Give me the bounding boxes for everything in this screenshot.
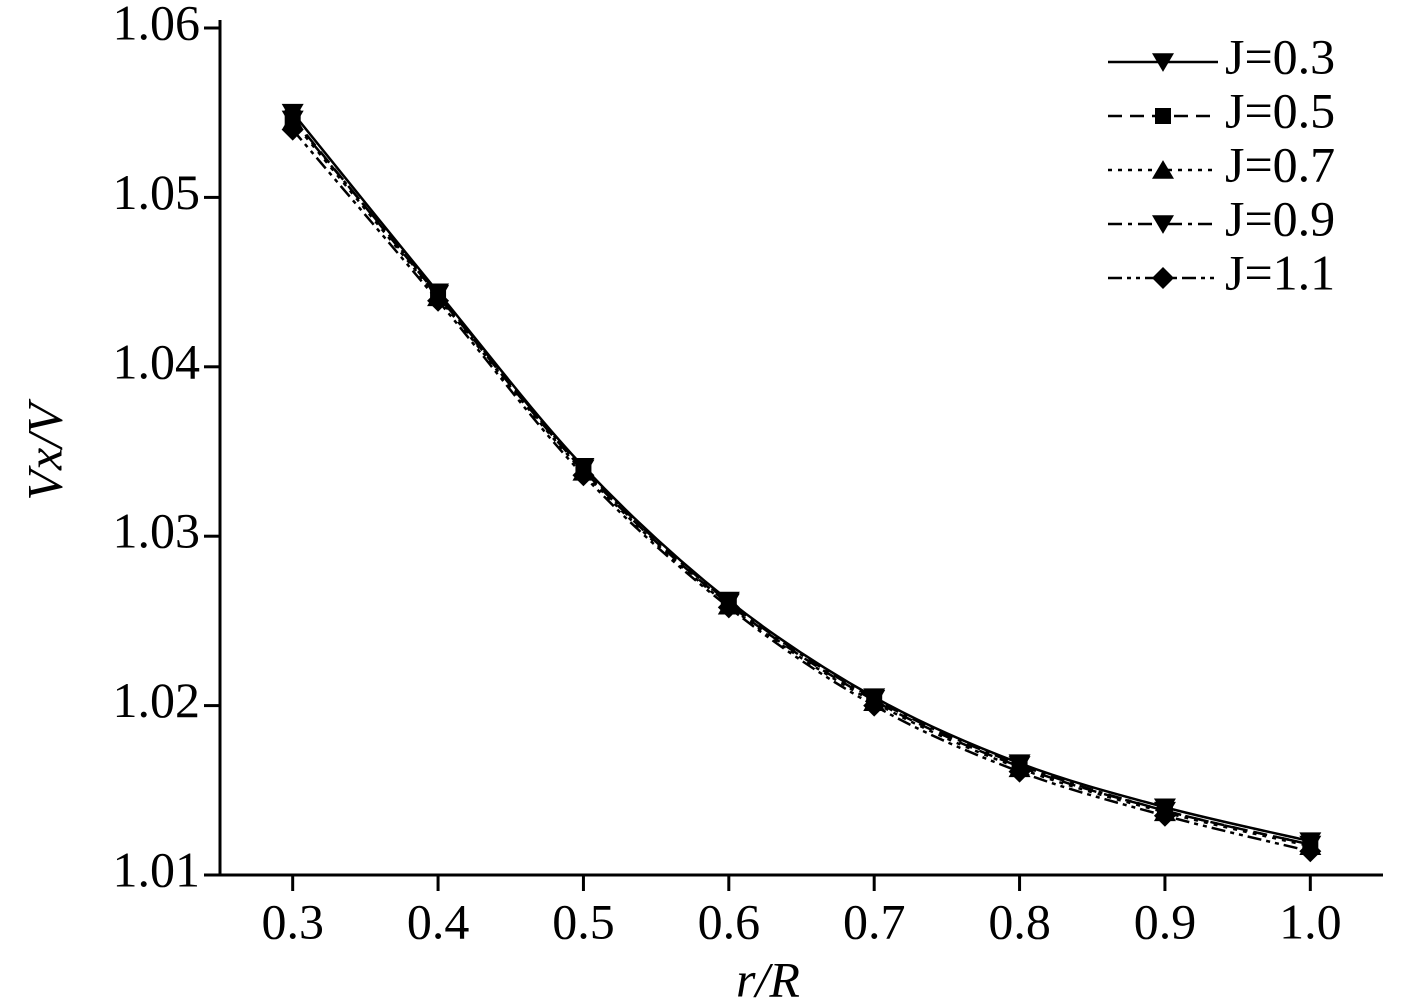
marker [281, 118, 304, 141]
marker [572, 464, 595, 487]
legend-label: J=0.5 [1225, 82, 1335, 138]
legend-label: J=0.3 [1225, 28, 1335, 84]
y-tick-label: 1.03 [113, 503, 201, 559]
series-line [291, 120, 1311, 848]
x-tick-label: 0.6 [698, 893, 761, 949]
x-tick-label: 1.0 [1279, 893, 1342, 949]
series-line [291, 128, 1311, 853]
y-tick-label: 1.01 [113, 841, 201, 897]
y-tick-label: 1.04 [113, 333, 201, 389]
x-tick-label: 0.5 [552, 893, 615, 949]
marker [1152, 215, 1174, 234]
marker [1152, 267, 1174, 289]
marker [1152, 160, 1174, 179]
y-tick-label: 1.02 [113, 672, 201, 728]
marker [1008, 760, 1031, 783]
marker [427, 289, 450, 312]
x-tick-label: 0.8 [988, 893, 1051, 949]
x-tick-label: 0.4 [407, 893, 470, 949]
marker [717, 596, 740, 619]
series-line [291, 116, 1311, 846]
marker [1152, 53, 1174, 72]
x-tick-label: 0.9 [1134, 893, 1197, 949]
marker [1153, 804, 1176, 827]
y-tick-label: 1.06 [113, 0, 201, 50]
legend-label: J=1.1 [1225, 244, 1335, 300]
legend-label: J=0.7 [1225, 136, 1335, 192]
series-line [291, 118, 1311, 846]
x-axis-title: r/R [736, 951, 800, 1004]
x-tick-label: 0.7 [843, 893, 906, 949]
x-tick-label: 0.3 [261, 893, 324, 949]
marker [1155, 108, 1171, 124]
marker [1299, 840, 1322, 863]
legend-label: J=0.9 [1225, 190, 1335, 246]
marker [863, 694, 886, 717]
y-axis-title: Vx/V [16, 398, 72, 501]
y-tick-label: 1.05 [113, 164, 201, 220]
